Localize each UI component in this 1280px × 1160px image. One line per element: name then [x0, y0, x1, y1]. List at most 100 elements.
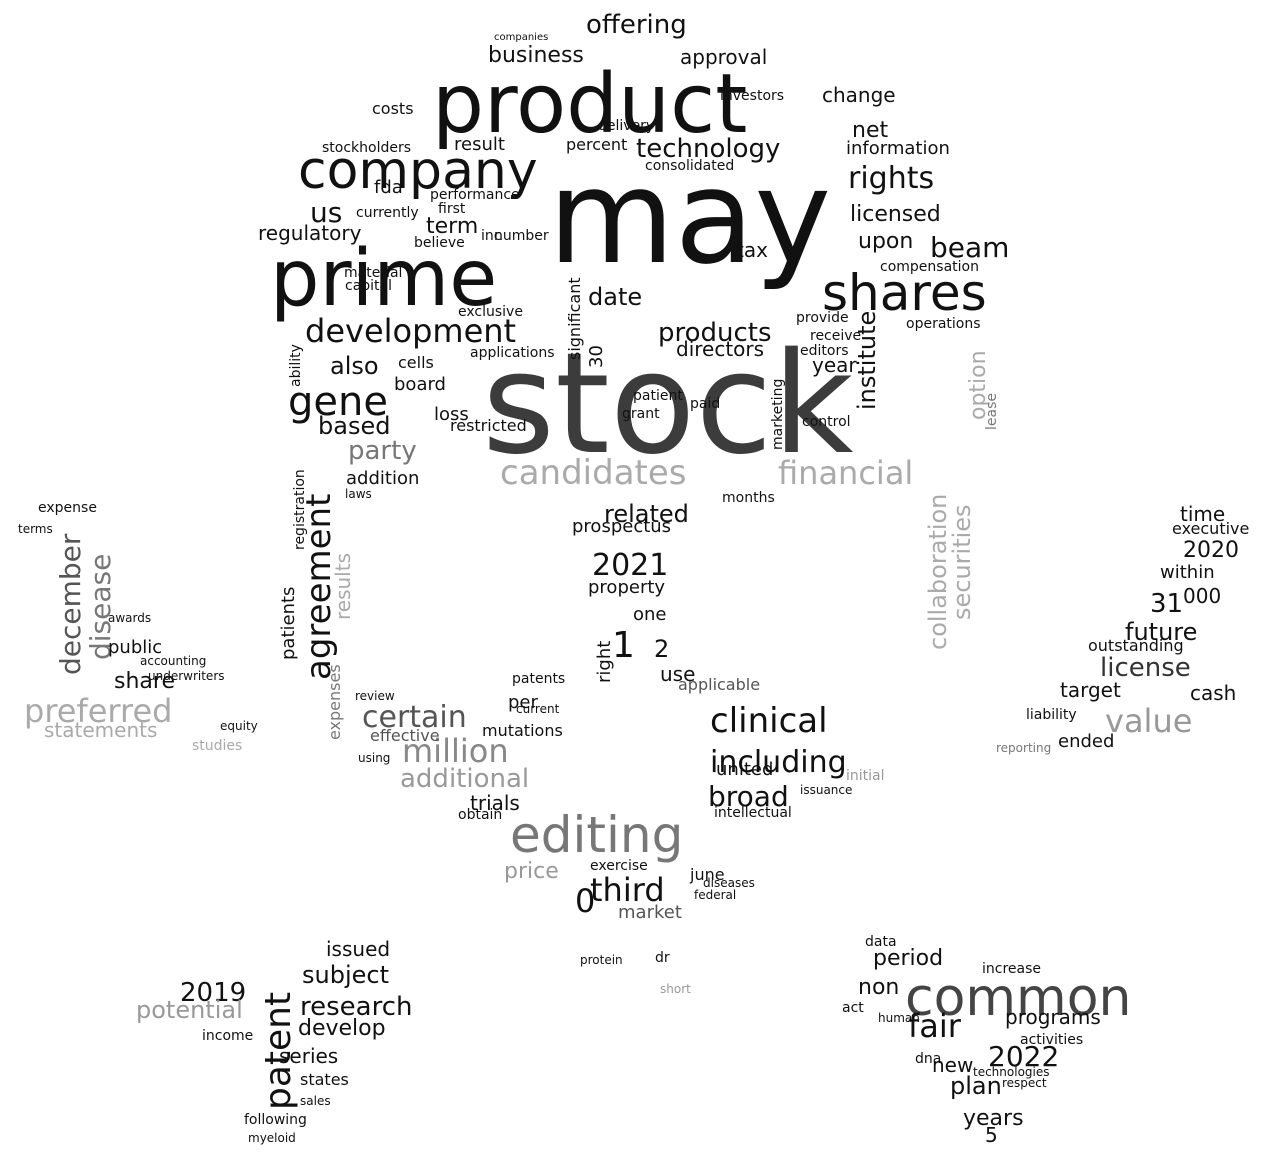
word-172: federal [694, 888, 736, 902]
word-88: also [330, 352, 379, 380]
word-96: patents [512, 671, 565, 687]
word-13: value [1105, 702, 1192, 740]
word-162: increase [982, 961, 1041, 977]
word-138: lease [984, 393, 1000, 430]
word-142: laws [345, 487, 372, 501]
word-52: 2020 [1183, 538, 1239, 563]
word-104: june [689, 865, 725, 884]
word-51: future [1125, 618, 1197, 646]
word-79: property [588, 577, 665, 598]
word-178: review [355, 689, 395, 703]
word-131: investors [720, 88, 784, 104]
word-34: public [108, 637, 162, 658]
word-3: prime [270, 234, 497, 324]
word-85: information [846, 138, 950, 159]
word-124: first [438, 201, 466, 217]
word-1: may [548, 141, 831, 293]
word-87: board [394, 374, 446, 395]
word-70: us [310, 196, 342, 229]
word-0: stock [482, 323, 854, 486]
word-120: cells [398, 353, 434, 372]
word-99: one [633, 604, 667, 625]
word-109: months [722, 490, 775, 506]
word-103: 0 [575, 882, 595, 920]
word-49: non [858, 975, 899, 1000]
word-111: fda [374, 177, 403, 198]
word-89: loss [434, 404, 469, 425]
word-135: receive [810, 328, 861, 344]
word-60: ended [1058, 731, 1114, 752]
word-171: short [660, 982, 691, 996]
word-82: result [454, 134, 505, 155]
word-153: equity [220, 719, 258, 733]
word-137: marketing [770, 379, 786, 450]
word-125: performance [430, 187, 520, 203]
word-64: institute [853, 311, 881, 410]
word-119: costs [372, 99, 414, 118]
word-107: tax [736, 238, 768, 262]
word-175: initial [846, 768, 885, 784]
word-144: ability [288, 344, 304, 387]
word-118: stockholders [322, 140, 411, 156]
word-35: research [300, 992, 412, 1022]
word-163: activities [1020, 1032, 1083, 1048]
word-5: shares [822, 264, 987, 322]
word-22: beam [930, 231, 1009, 264]
word-148: expense [38, 500, 97, 516]
word-110: operations [906, 316, 981, 332]
word-78: prospectus [572, 516, 671, 537]
word-11: candidates [500, 453, 687, 493]
word-28: 2021 [592, 548, 668, 583]
word-102: 2 [654, 635, 669, 663]
word-32: statements [44, 718, 157, 742]
word-140: paid [690, 396, 720, 412]
word-152: underwriters [148, 669, 225, 683]
word-71: regulatory [258, 221, 362, 245]
word-26: offering [586, 10, 687, 40]
word-92: expenses [325, 664, 344, 740]
word-20: technology [636, 134, 780, 164]
word-67: directors [676, 337, 764, 361]
word-113: significant [565, 277, 584, 360]
word-61: collaboration [924, 494, 952, 650]
word-98: applicable [678, 675, 760, 694]
word-12: financial [778, 454, 913, 492]
word-168: 5 [985, 1123, 998, 1147]
word-68: date [588, 283, 642, 311]
word-115: consolidated [645, 158, 734, 174]
word-161: data [865, 934, 897, 950]
word-106: intellectual [714, 805, 792, 821]
word-2: product [432, 57, 747, 152]
word-117: applications [470, 345, 555, 361]
word-66: based [318, 412, 390, 440]
word-45: programs [1005, 1005, 1101, 1029]
word-180: 30 [586, 345, 607, 368]
word-164: dna [915, 1051, 941, 1067]
word-93: effective [370, 726, 440, 745]
word-156: states [300, 1070, 349, 1089]
word-91: results [331, 553, 355, 620]
word-165: respect [1002, 1076, 1047, 1090]
word-39: develop [298, 1016, 386, 1041]
word-83: approval [680, 45, 767, 69]
word-122: inc [481, 228, 501, 244]
word-114: percent [566, 135, 627, 154]
word-126: currently [356, 205, 419, 221]
word-121: believe [414, 235, 465, 251]
word-141: patient [633, 388, 683, 404]
word-29: preferred [24, 692, 172, 730]
word-146: liability [1026, 707, 1077, 723]
word-177: using [358, 751, 390, 765]
word-65: party [348, 436, 417, 466]
word-105: exercise [590, 858, 648, 874]
word-7: common [905, 968, 1131, 1028]
word-69: term [426, 214, 478, 239]
word-14: million [402, 732, 509, 770]
word-84: change [822, 83, 896, 107]
word-173: diseases [703, 876, 755, 890]
word-23: licensed [850, 202, 941, 227]
word-30: december [54, 533, 87, 675]
word-149: terms [18, 522, 53, 536]
word-77: united [716, 759, 773, 780]
word-59: executive [1172, 519, 1249, 538]
